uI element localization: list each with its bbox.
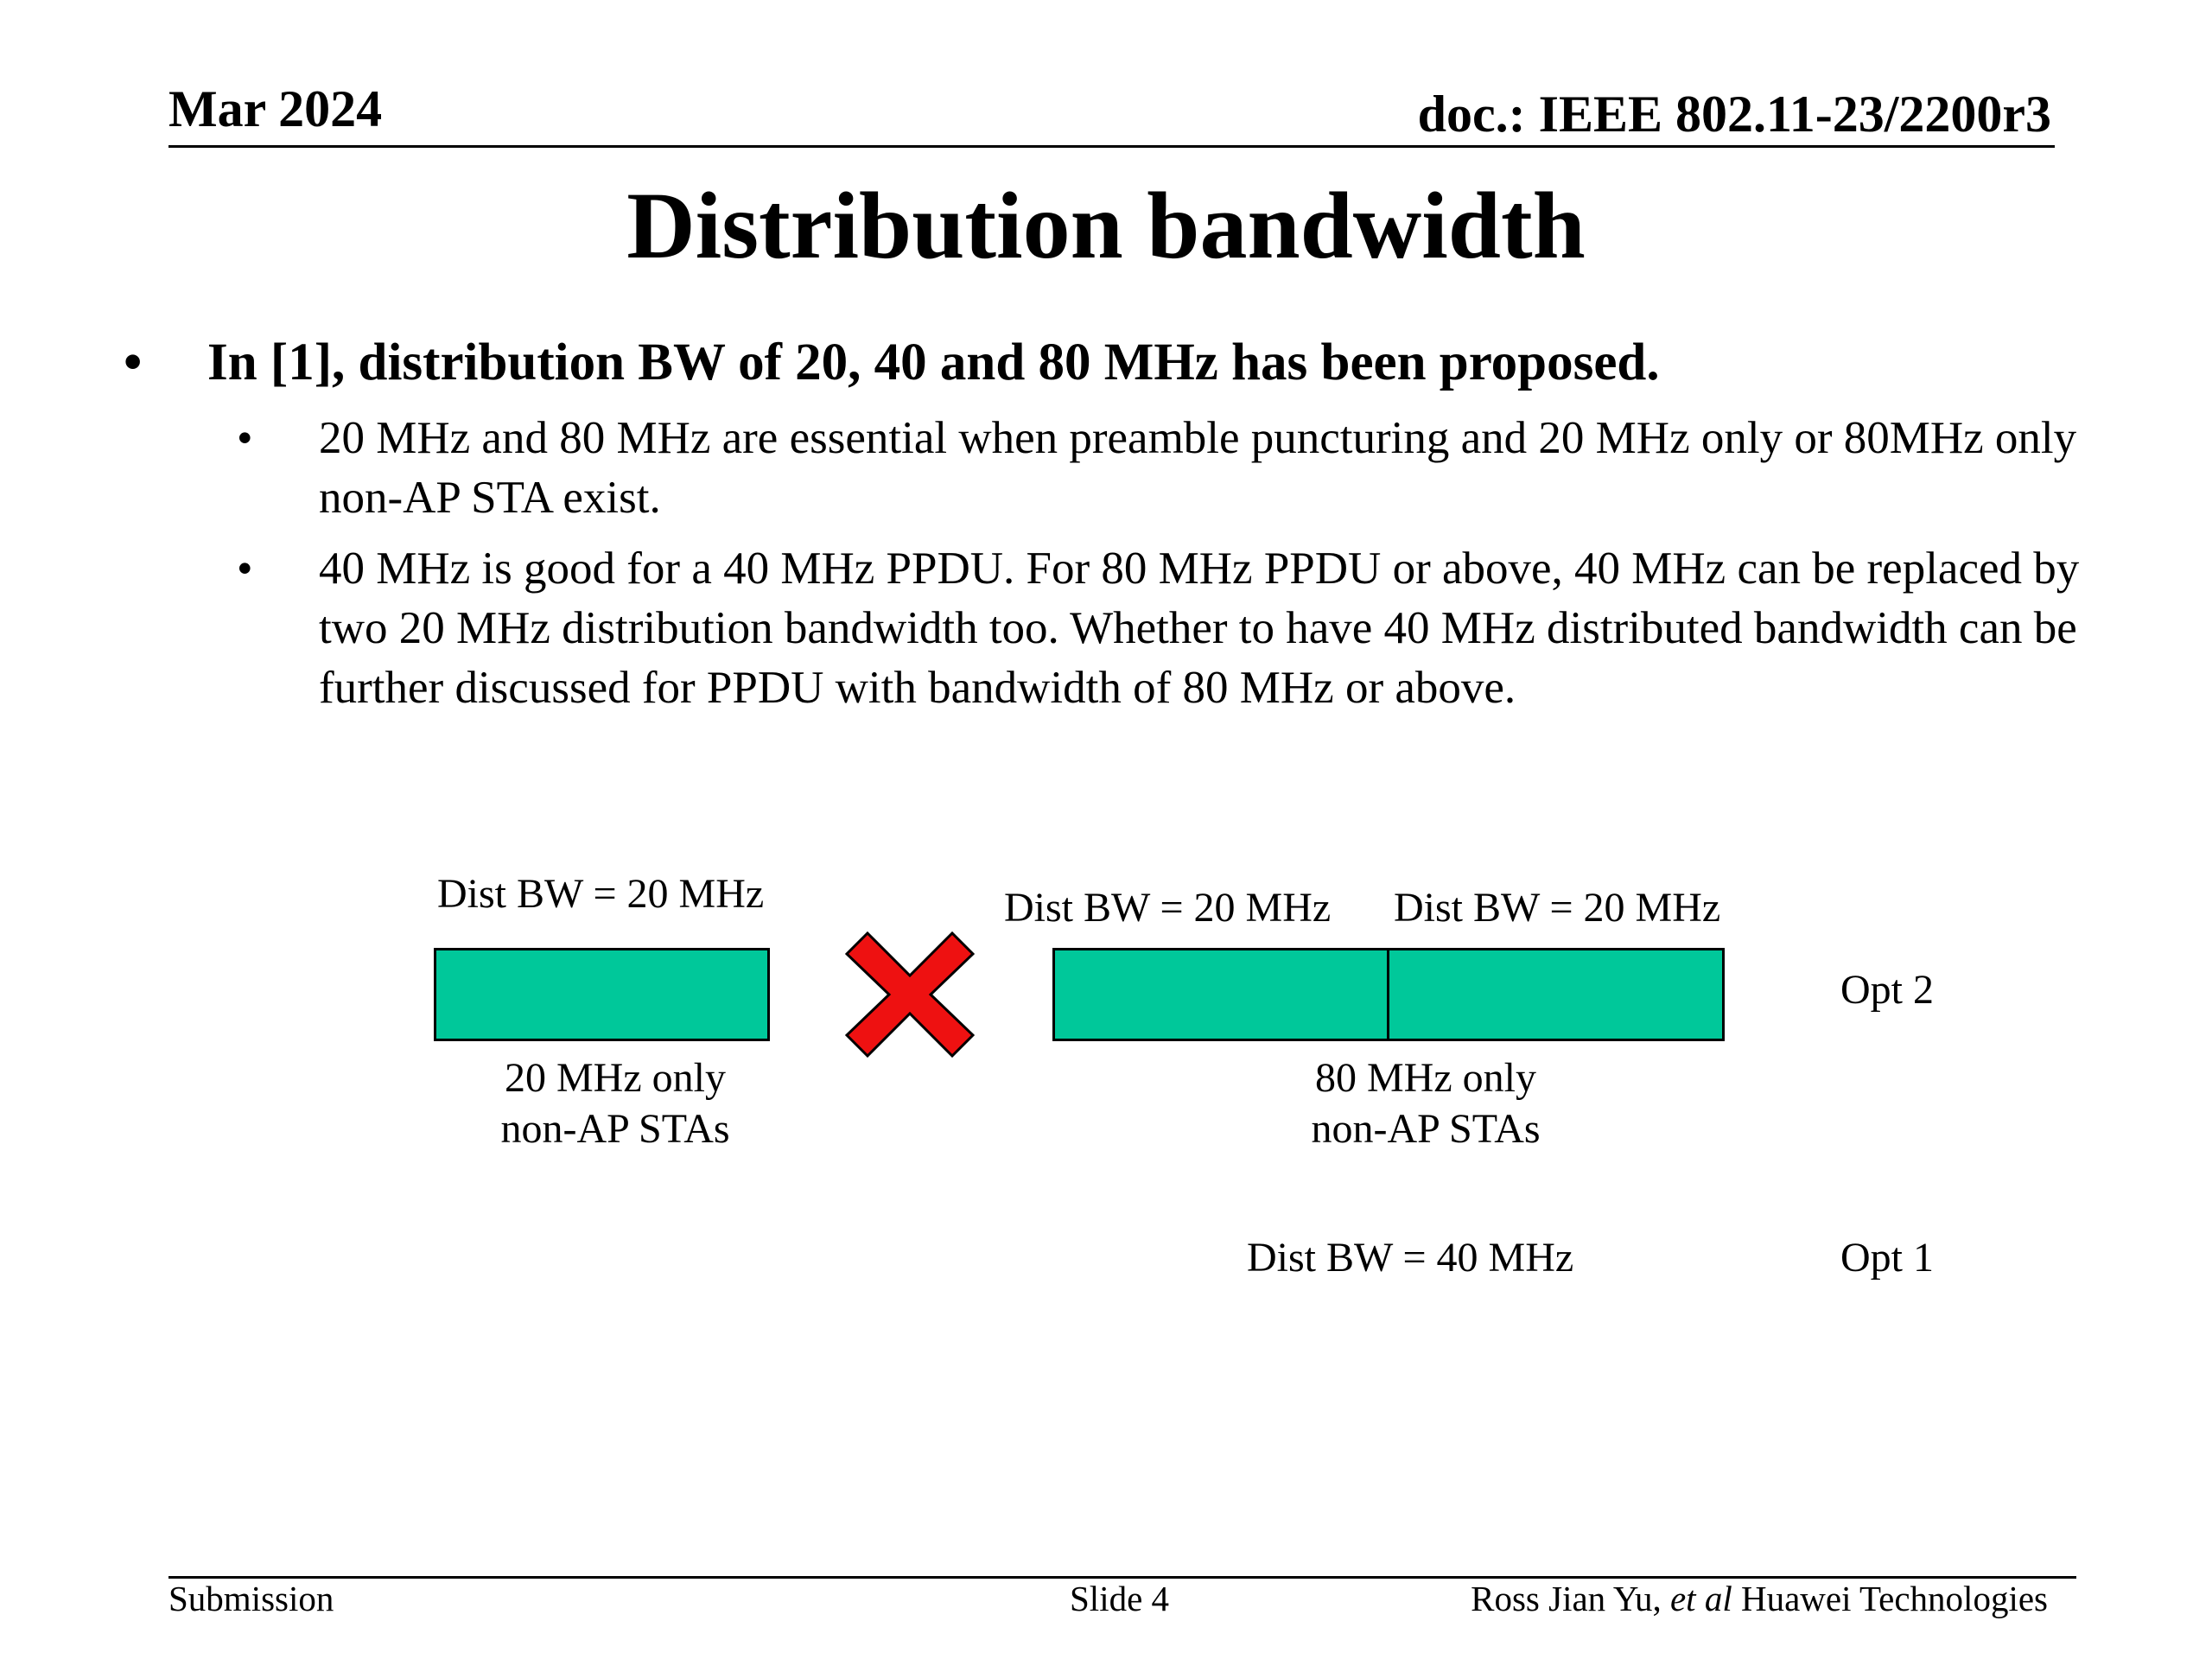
- bullet-marker: •: [124, 334, 143, 391]
- left-dist-bw-label: Dist BW = 20 MHz: [437, 871, 765, 917]
- main-bullet-text: In [1], distribution BW of 20, 40 and 80…: [207, 334, 1660, 391]
- header-doc-id: doc.: IEEE 802.11-23/2200r3: [1417, 86, 2051, 143]
- footer-divider: [168, 1576, 2076, 1579]
- left-20mhz-box: [434, 948, 770, 1041]
- left-caption-line1: 20 MHz only: [505, 1055, 726, 1101]
- header-date: Mar 2024: [168, 80, 383, 137]
- bullet-marker: •: [237, 543, 253, 594]
- opt1-label: Opt 1: [1840, 1235, 1934, 1281]
- cross-mark-icon: [845, 931, 975, 1058]
- footer-author-org: Huawei Technologies: [1732, 1579, 2048, 1618]
- footer-author-etal: et al: [1669, 1579, 1732, 1618]
- left-caption-line2: non-AP STAs: [500, 1106, 730, 1152]
- right-dist-bw-label-a: Dist BW = 20 MHz: [1004, 885, 1332, 931]
- opt1-dist-bw-label: Dist BW = 40 MHz: [1247, 1235, 1574, 1281]
- slide-title: Distribution bandwidth: [626, 173, 1586, 278]
- sub-bullet-text: 20 MHz and 80 MHz are essential when pre…: [319, 413, 2077, 523]
- sub-bullet-text: 40 MHz is good for a 40 MHz PPDU. For 80…: [319, 543, 2080, 713]
- opt2-label: Opt 2: [1840, 967, 1934, 1013]
- right-caption-line1: 80 MHz only: [1315, 1055, 1536, 1101]
- right-caption-line2: non-AP STAs: [1311, 1106, 1541, 1152]
- bullet-marker: •: [237, 413, 253, 463]
- footer-author-name: Ross Jian Yu,: [1471, 1579, 1670, 1618]
- right-box-divider: [1387, 948, 1389, 1041]
- header-divider: [168, 145, 2055, 148]
- footer-author: Ross Jian Yu, et al Huawei Technologies: [1471, 1578, 2048, 1619]
- right-dist-bw-label-b: Dist BW = 20 MHz: [1394, 885, 1721, 931]
- footer-submission: Submission: [168, 1579, 334, 1618]
- footer-slide-number: Slide 4: [1070, 1579, 1170, 1618]
